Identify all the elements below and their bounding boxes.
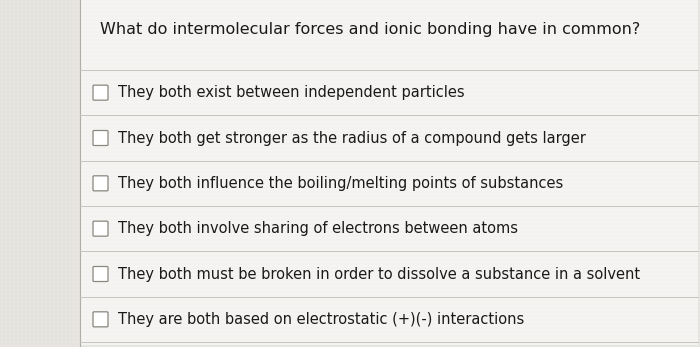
Bar [80,0,698,345]
Text: They both influence the boiling/melting points of substances: They both influence the boiling/melting … [118,176,564,191]
FancyBboxPatch shape [93,130,108,145]
FancyBboxPatch shape [93,85,108,100]
FancyBboxPatch shape [93,176,108,191]
Text: They both get stronger as the radius of a compound gets larger: They both get stronger as the radius of … [118,130,586,145]
FancyBboxPatch shape [93,312,108,327]
Text: They both involve sharing of electrons between atoms: They both involve sharing of electrons b… [118,221,518,236]
Text: What do intermolecular forces and ionic bonding have in common?: What do intermolecular forces and ionic … [100,22,640,37]
Text: They both exist between independent particles: They both exist between independent part… [118,85,465,100]
Text: They both must be broken in order to dissolve a substance in a solvent: They both must be broken in order to dis… [118,266,640,281]
FancyBboxPatch shape [93,266,108,281]
Text: They are both based on electrostatic (+)(-) interactions: They are both based on electrostatic (+)… [118,312,524,327]
FancyBboxPatch shape [93,221,108,236]
